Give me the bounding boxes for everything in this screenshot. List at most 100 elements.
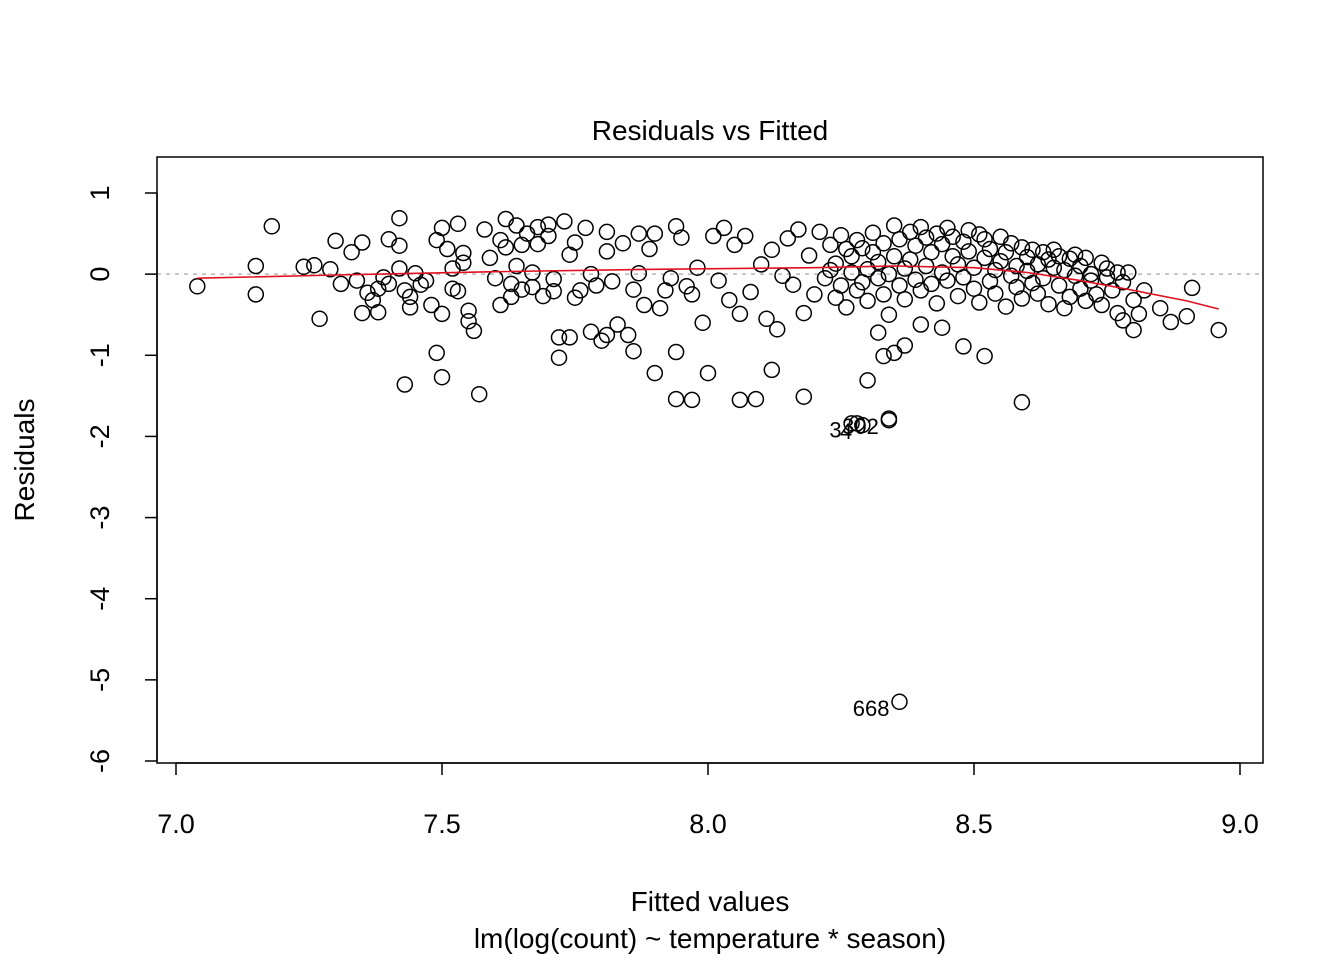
residual-point (800, 247, 818, 264)
residual-point (1088, 286, 1105, 303)
residual-point (742, 283, 759, 301)
residual-point (306, 256, 323, 274)
residual-point (1008, 278, 1025, 296)
residual-point (556, 213, 573, 230)
residual-point (609, 316, 626, 333)
residual-point (843, 248, 860, 265)
residual-point (1066, 246, 1084, 263)
residual-point (736, 227, 754, 245)
residual-point (449, 215, 467, 233)
residual-point (1040, 295, 1057, 313)
residual-point (816, 269, 834, 287)
residual-point (854, 239, 871, 257)
residual-point (502, 275, 520, 293)
residual-point (353, 234, 371, 251)
residual-point (470, 385, 488, 403)
residual-points (189, 209, 1227, 711)
residual-point (1013, 290, 1031, 307)
residual-point (997, 243, 1015, 261)
residual-point (369, 280, 387, 297)
residual-point (566, 234, 584, 251)
residual-point (806, 286, 823, 303)
residual-point (391, 209, 408, 227)
residual-point (401, 299, 419, 316)
residual-point (486, 269, 504, 287)
residual-point (1029, 285, 1047, 302)
residual-point (1002, 235, 1020, 252)
residual-point (949, 287, 967, 305)
residual-point (1114, 274, 1132, 291)
residual-point (939, 272, 956, 289)
residual-point (1093, 296, 1110, 314)
x-tick-label: 8.0 (689, 809, 727, 839)
residual-point (859, 372, 876, 389)
residual-point (529, 235, 547, 253)
residual-point (1013, 239, 1031, 256)
residual-point (513, 236, 531, 254)
residual-point (630, 225, 648, 242)
y-tick-label: -4 (85, 587, 115, 611)
residual-point (651, 299, 669, 317)
residual-point (1008, 257, 1025, 275)
residual-point (1104, 282, 1121, 299)
residual-point (401, 288, 419, 306)
residual-point (593, 332, 610, 349)
residual-point (545, 282, 562, 300)
residual-point (465, 322, 483, 340)
residual-point (455, 254, 472, 272)
residual-point (1077, 249, 1094, 267)
residual-point (460, 302, 477, 319)
residual-point (247, 257, 265, 275)
residual-point (731, 305, 749, 323)
x-tick-label: 9.0 (1221, 809, 1259, 839)
outlier-label: 668 (853, 696, 890, 721)
residual-point (524, 264, 541, 281)
residual-point (646, 364, 664, 382)
y-tick-label: -5 (85, 668, 115, 692)
residual-point (625, 281, 642, 298)
residual-point (768, 321, 786, 338)
residual-point (731, 391, 749, 409)
residual-point (795, 388, 813, 405)
residual-point (534, 287, 552, 305)
residual-point (955, 338, 972, 355)
residual-point (747, 390, 765, 408)
residual-point (827, 255, 844, 272)
residual-point (683, 391, 701, 409)
residual-point (811, 223, 828, 241)
residual-point (869, 253, 887, 271)
residual-point (540, 227, 557, 245)
smoother-line (197, 265, 1219, 310)
outlier-label: 4 (840, 419, 852, 444)
residual-point (976, 249, 993, 267)
residual-point (923, 275, 940, 293)
residual-point (1098, 260, 1116, 277)
residual-point (705, 227, 722, 245)
residual-point (843, 415, 860, 432)
residual-point (332, 275, 350, 293)
y-axis-label: Residuals (9, 399, 40, 522)
residual-point (423, 296, 440, 314)
residual-point (247, 286, 265, 303)
residual-point (635, 296, 653, 314)
residual-point (726, 236, 743, 254)
residual-point (396, 376, 414, 393)
residual-point (343, 243, 360, 261)
residual-point (848, 282, 866, 299)
residual-point (327, 232, 344, 250)
residual-point (683, 286, 701, 303)
residual-point (917, 229, 935, 246)
residual-point (715, 219, 733, 237)
residual-point (763, 361, 781, 379)
residual-point (896, 291, 914, 308)
residual-point (944, 248, 961, 265)
residual-point (923, 243, 940, 261)
residual-point (662, 269, 680, 287)
residual-point (838, 299, 855, 316)
residual-point (433, 219, 451, 237)
residual-point (497, 239, 515, 256)
residual-point (1130, 305, 1148, 323)
residual-point (875, 235, 892, 252)
